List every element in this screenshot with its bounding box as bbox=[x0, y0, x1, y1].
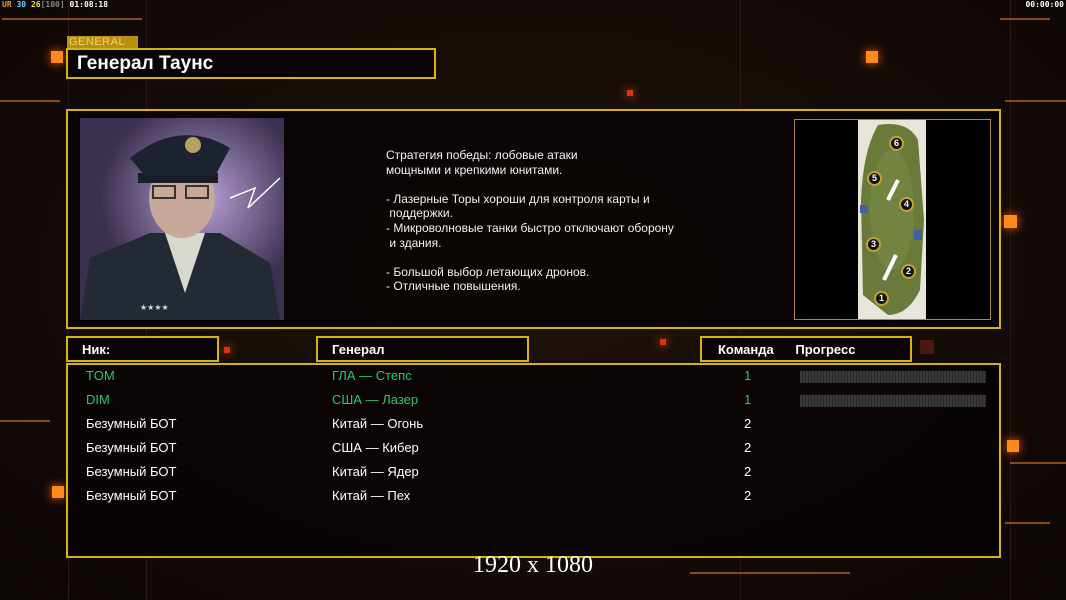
player-nick: Безумный БОТ bbox=[86, 464, 177, 479]
decor-square bbox=[1004, 215, 1017, 228]
player-nick: Безумный БОТ bbox=[86, 416, 177, 431]
bg-line bbox=[1000, 18, 1050, 20]
map-start-position[interactable]: 6 bbox=[889, 136, 904, 151]
player-progress-bar bbox=[800, 371, 986, 383]
map-start-position[interactable]: 5 bbox=[867, 171, 882, 186]
decor-square bbox=[224, 347, 230, 353]
general-name-title: Генерал Таунс bbox=[66, 48, 436, 79]
bg-line bbox=[690, 572, 850, 574]
general-portrait: ★★★★ bbox=[80, 118, 284, 320]
bg-line bbox=[1005, 100, 1066, 102]
bg-line bbox=[1010, 0, 1011, 600]
general-description: Стратегия победы: лобовые атаки мощными … bbox=[386, 148, 674, 294]
column-header-team: Команда bbox=[718, 342, 774, 357]
map-start-position[interactable]: 2 bbox=[901, 264, 916, 279]
decor-square bbox=[660, 339, 666, 345]
map-start-position[interactable]: 3 bbox=[866, 237, 881, 252]
player-general[interactable]: США — Кибер bbox=[332, 440, 419, 455]
resolution-label: 1920 x 1080 bbox=[473, 552, 593, 578]
player-row[interactable]: Безумный БОТ Китай — Огонь 2 bbox=[68, 416, 999, 440]
player-row[interactable]: Безумный БОТ Китай — Пех 2 bbox=[68, 488, 999, 512]
player-team[interactable]: 2 bbox=[744, 488, 752, 503]
player-team[interactable]: 2 bbox=[744, 416, 752, 431]
bg-line bbox=[1010, 462, 1066, 464]
bg-line bbox=[2, 18, 142, 20]
decor-square bbox=[866, 51, 878, 63]
hud-stats: UR 30 26[100] 01:08:18 bbox=[2, 0, 109, 9]
player-team[interactable]: 1 bbox=[744, 368, 752, 383]
player-progress-bar bbox=[800, 395, 986, 407]
decor-square bbox=[920, 340, 934, 354]
bg-line bbox=[1005, 522, 1050, 524]
column-header-team-progress: Команда Прогресс bbox=[700, 336, 912, 362]
map-start-position[interactable]: 1 bbox=[874, 291, 889, 306]
player-team[interactable]: 1 bbox=[744, 392, 752, 407]
section-label: GENERAL bbox=[67, 36, 138, 48]
hud-clock: 00:00:00 bbox=[1025, 0, 1064, 9]
player-general[interactable]: ГЛА — Степс bbox=[332, 368, 412, 383]
decor-square bbox=[1007, 440, 1019, 452]
player-nick: DIM bbox=[86, 392, 110, 407]
decor-square bbox=[52, 486, 64, 498]
decor-square bbox=[51, 51, 63, 63]
bg-line bbox=[0, 420, 50, 422]
player-row[interactable]: Безумный БОТ Китай — Ядер 2 bbox=[68, 464, 999, 488]
player-nick: Безумный БОТ bbox=[86, 488, 177, 503]
column-header-nick: Ник: bbox=[66, 336, 219, 362]
decor-square bbox=[627, 90, 633, 96]
player-team[interactable]: 2 bbox=[744, 440, 752, 455]
player-general[interactable]: Китай — Пех bbox=[332, 488, 411, 503]
bg-line bbox=[0, 100, 60, 102]
column-header-progress: Прогресс bbox=[795, 342, 856, 357]
player-team[interactable]: 2 bbox=[744, 464, 752, 479]
player-nick: Безумный БОТ bbox=[86, 440, 177, 455]
column-header-general: Генерал bbox=[316, 336, 529, 362]
player-row[interactable]: DIM США — Лазер 1 bbox=[68, 392, 999, 416]
player-table: TOM ГЛА — Степс 1 DIM США — Лазер 1 Безумн… bbox=[66, 363, 1001, 558]
player-row[interactable]: TOM ГЛА — Степс 1 bbox=[68, 368, 999, 392]
map-start-position[interactable]: 4 bbox=[899, 197, 914, 212]
player-row[interactable]: Безумный БОТ США — Кибер 2 bbox=[68, 440, 999, 464]
player-general[interactable]: США — Лазер bbox=[332, 392, 419, 407]
player-general[interactable]: Китай — Ядер bbox=[332, 464, 419, 479]
player-general[interactable]: Китай — Огонь bbox=[332, 416, 424, 431]
player-nick: TOM bbox=[86, 368, 115, 383]
svg-text:★★★★: ★★★★ bbox=[140, 303, 169, 312]
